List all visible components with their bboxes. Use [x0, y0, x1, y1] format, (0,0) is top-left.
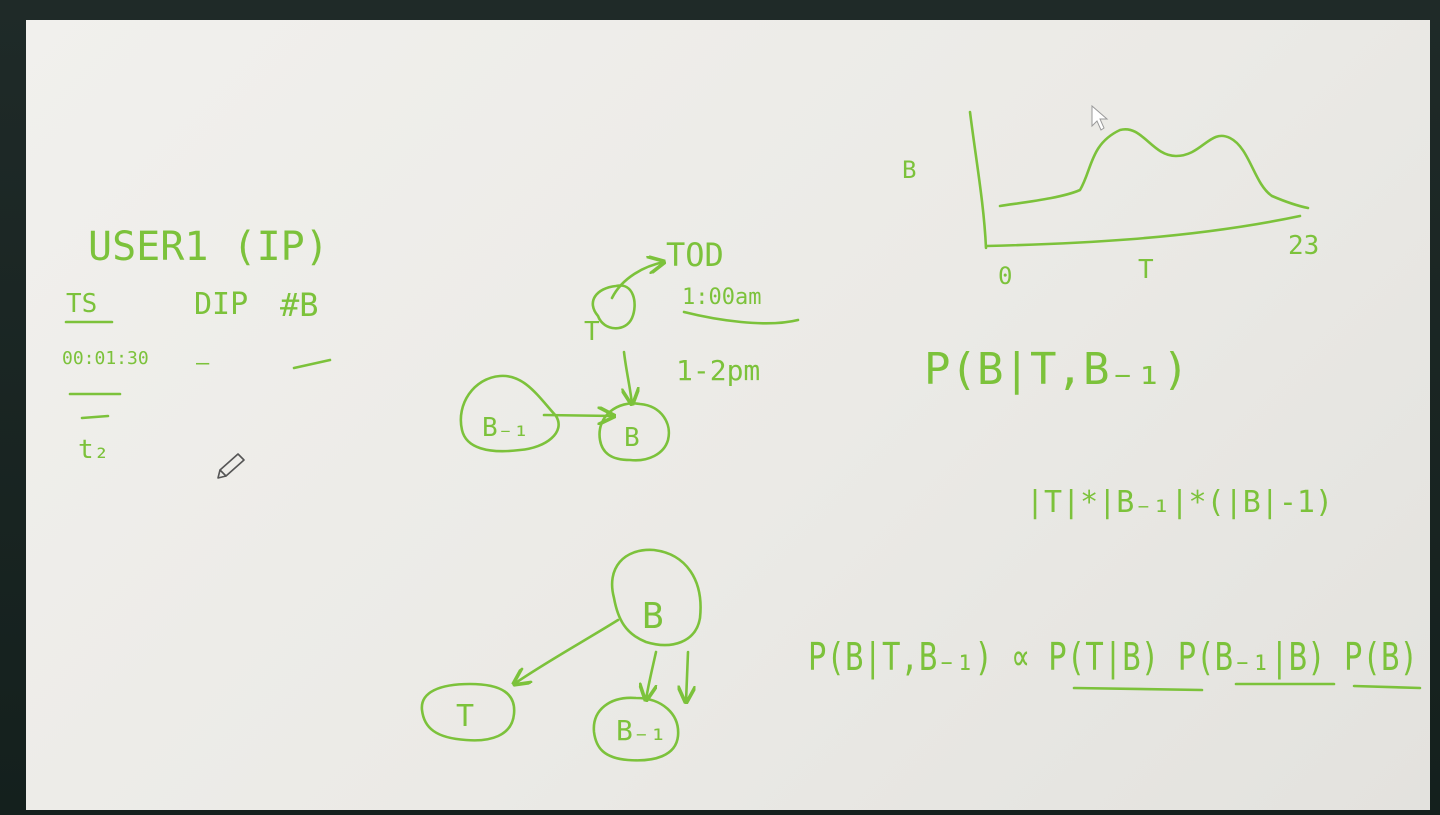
node-t-label-bottom: T: [456, 699, 474, 734]
plot-x-axis: [984, 214, 1302, 248]
node-b-label-bottom: B: [642, 596, 664, 637]
node-b-prev-circle-bottom: [592, 696, 680, 762]
formulas: P(B|T,B₋₁) |T|*|B₋₁|*(|B|-1) P(B|T,B₋₁) …: [808, 344, 1422, 692]
tod-example-1-underline: [682, 310, 800, 325]
whiteboard-drawing[interactable]: USER1 (IP) TS DIP #B 00:01:30 — t₂ T B₋₁…: [26, 20, 1430, 810]
plot-x-min: 0: [998, 262, 1012, 290]
underline-prior: [1352, 684, 1422, 690]
pencil-cursor-icon: [217, 453, 245, 479]
edge-b-to-bprev: [646, 650, 656, 700]
column-b: #B: [280, 286, 319, 324]
formula-conditional: P(B|T,B₋₁): [924, 344, 1189, 395]
node-b-label: B: [624, 423, 640, 453]
user-notes: USER1 (IP) TS DIP #B 00:01:30 — t₂: [62, 224, 332, 465]
column-ts: TS: [66, 289, 97, 319]
node-b-prev-label-bottom: B₋₁: [616, 714, 667, 747]
node-b-prev-label: B₋₁: [482, 413, 529, 443]
bayes-net-bottom: B T B₋₁: [420, 548, 702, 762]
formula-proportional: P(B|T,B₋₁) ∝ P(T|B) P(B₋₁|B) P(B): [808, 635, 1418, 680]
formula-param-count: |T|*|B₋₁|*(|B|-1): [1026, 485, 1333, 520]
edge-b-extra-arrow: [686, 650, 688, 702]
plot-x-label: T: [1138, 255, 1154, 285]
edge-t-to-b: [624, 350, 632, 404]
node-t-label: T: [584, 317, 600, 347]
edge-t-to-tod: [610, 262, 664, 300]
node-b-circle: [598, 402, 671, 462]
edge-bprev-to-b: [542, 415, 614, 416]
tod-example-2: 1-2pm: [676, 354, 760, 387]
tod-example-1: 1:00am: [682, 285, 761, 310]
row1-dip-dash: —: [196, 351, 210, 376]
underline-likelihood-t: [1072, 686, 1204, 692]
plot-y-label: B: [902, 156, 916, 184]
user-title: USER1 (IP): [88, 224, 329, 270]
bayes-net-top: T B₋₁ B TOD 1:00am 1-2pm: [459, 236, 800, 462]
node-t-circle: [591, 284, 636, 330]
plot-x-max: 23: [1288, 231, 1319, 261]
row3-dash: [80, 414, 110, 420]
time-plot: B T 0 23: [902, 110, 1319, 290]
row-t2: t₂: [78, 435, 109, 465]
row1-b-dash: [292, 358, 332, 370]
row1-timestamp: 00:01:30: [62, 348, 149, 369]
plot-y-axis: [968, 110, 988, 250]
node-t-circle-bottom: [420, 682, 516, 742]
edge-b-to-t: [514, 618, 620, 684]
plot-curve: [998, 128, 1310, 210]
column-dip: DIP: [194, 287, 248, 322]
node-b-circle-bottom: [610, 548, 702, 647]
tod-label: TOD: [666, 236, 724, 274]
arrow-cursor-icon: [1091, 104, 1109, 131]
whiteboard-canvas[interactable]: USER1 (IP) TS DIP #B 00:01:30 — t₂ T B₋₁…: [26, 20, 1430, 810]
